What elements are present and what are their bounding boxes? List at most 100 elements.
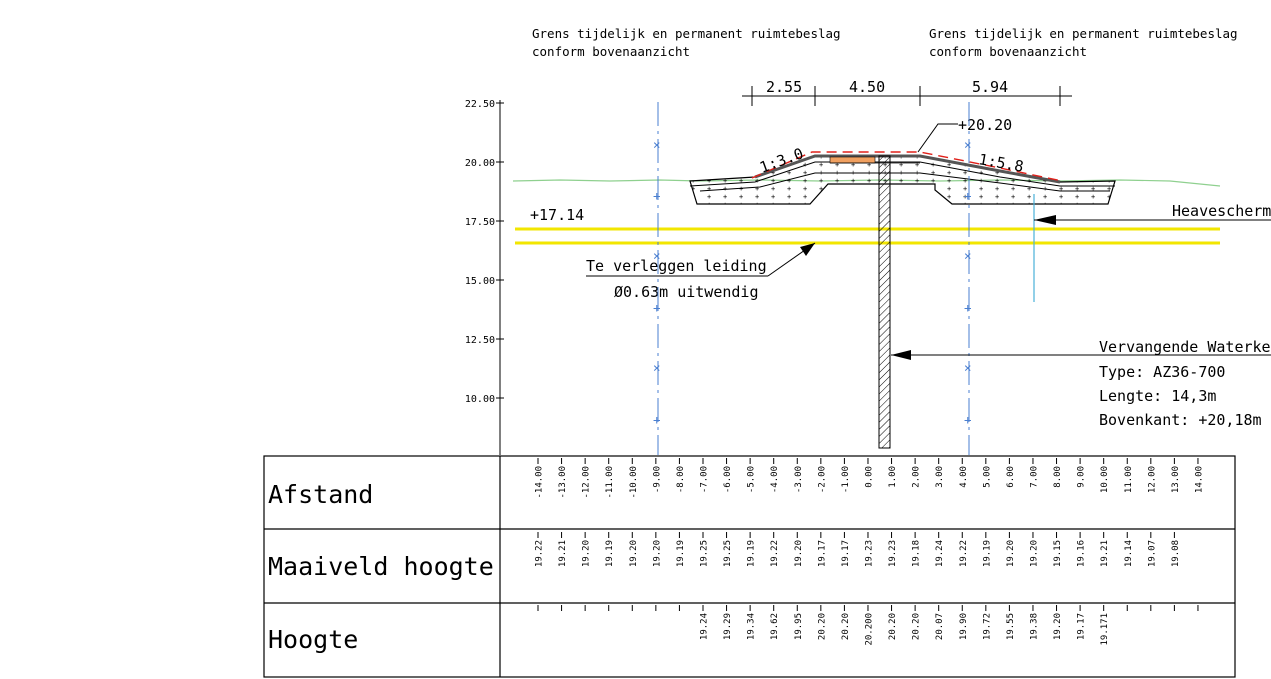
maaiveld-value: 19.19 — [747, 540, 757, 567]
afstand-value: 12.00 — [1147, 466, 1157, 493]
row-header-afstand: Afstand — [268, 480, 373, 509]
row-header-maaiveld: Maaiveld hoogte — [268, 552, 494, 581]
afstand-value: 9.00 — [1077, 466, 1087, 488]
hoogte-value: 19.55 — [1006, 613, 1016, 640]
svg-text:+: + — [653, 300, 661, 315]
svg-text:×: × — [653, 137, 661, 152]
maaiveld-value: 19.23 — [864, 540, 874, 567]
dimension-line: 2.55 4.50 5.94 — [742, 78, 1072, 106]
afstand-value: -10.00 — [629, 466, 639, 499]
row-header-hoogte: Hoogte — [268, 625, 358, 654]
afstand-value: -12.00 — [582, 466, 592, 499]
afstand-value: -8.00 — [676, 466, 686, 493]
pipe-note: Te verleggen leiding Ø0.63m uitwendig — [586, 242, 816, 301]
maaiveld-value: 19.22 — [959, 540, 969, 567]
maaiveld-value: 19.20 — [794, 540, 804, 567]
hoogte-value: 20.200 — [864, 613, 874, 646]
svg-text:+: + — [653, 412, 661, 427]
hoogte-value: 19.72 — [982, 613, 992, 640]
road-surface — [829, 156, 876, 164]
maaiveld-value: 19.18 — [912, 540, 922, 567]
svg-text:×: × — [964, 248, 972, 263]
sheetpile-length: Lengte: 14,3m — [1099, 387, 1216, 405]
svg-text:×: × — [964, 137, 972, 152]
maaiveld-value: 19.21 — [558, 540, 568, 567]
hoogte-value: 19.62 — [770, 613, 780, 640]
afstand-value: -3.00 — [794, 466, 804, 493]
afstand-value: -9.00 — [652, 466, 662, 493]
afstand-value: -2.00 — [817, 466, 827, 493]
maaiveld-value: 19.25 — [699, 540, 709, 567]
svg-text:+: + — [964, 412, 972, 427]
maaiveld-value: 19.25 — [723, 540, 733, 567]
afstand-value: -14.00 — [535, 466, 545, 499]
hoogte-value: 19.171 — [1100, 613, 1110, 646]
svg-text:+: + — [964, 188, 972, 203]
afstand-value: 14.00 — [1194, 466, 1204, 493]
note-right-line2: conform bovenaanzicht — [929, 44, 1087, 59]
maaiveld-value: 19.23 — [888, 540, 898, 567]
pipe-note-line2: Ø0.63m uitwendig — [614, 283, 759, 301]
y-tick-label: 22.50 — [465, 99, 495, 110]
maaiveld-value: 19.16 — [1077, 540, 1087, 567]
sheetpile-note: Vervangende Waterkering Type: AZ36-700 L… — [891, 338, 1271, 429]
crest-level-leader: +20.20 — [917, 116, 1012, 153]
afstand-value: 3.00 — [935, 466, 945, 488]
hoogte-value: 19.17 — [1077, 613, 1087, 640]
maaiveld-value: 19.19 — [676, 540, 686, 567]
maaiveld-value: 19.15 — [1053, 540, 1063, 567]
svg-text:+: + — [653, 188, 661, 203]
y-tick-label: 10.00 — [465, 394, 495, 405]
afstand-value: -11.00 — [605, 466, 615, 499]
maaiveld-value: 19.21 — [1100, 540, 1110, 567]
boundary-line-right: × + × + × + — [964, 102, 972, 455]
maaiveld-value: 19.14 — [1124, 540, 1134, 567]
note-left-line1: Grens tijdelijk en permanent ruimtebesla… — [532, 26, 841, 41]
hoogte-value: 19.95 — [794, 613, 804, 640]
hoogte-value: 19.20 — [1053, 613, 1063, 640]
sheetpile-title: Vervangende Waterkering — [1099, 338, 1271, 356]
afstand-value: 5.00 — [982, 466, 992, 488]
maaiveld-value: 19.20 — [652, 540, 662, 567]
dimension-3: 5.94 — [972, 78, 1008, 96]
hoogte-value: 19.34 — [747, 613, 757, 640]
afstand-value: 4.00 — [959, 466, 969, 488]
maaiveld-value: 19.22 — [535, 540, 545, 567]
dike-body — [689, 154, 1116, 205]
maaiveld-value: 19.20 — [582, 540, 592, 567]
maaiveld-value: 19.19 — [982, 540, 992, 567]
afstand-value: 0.00 — [864, 466, 874, 488]
maaiveld-value: 19.22 — [770, 540, 780, 567]
maaiveld-value: 19.24 — [935, 540, 945, 567]
maaiveld-value: 19.19 — [605, 540, 615, 567]
profile-table: Afstand Maaiveld hoogte Hoogte -14.00 -13… — [263, 455, 1236, 678]
afstand-value: 11.00 — [1124, 466, 1134, 493]
svg-text:×: × — [653, 248, 661, 263]
crest-level: +20.20 — [958, 116, 1012, 134]
svg-text:+: + — [964, 300, 972, 315]
hoogte-value: 20.20 — [912, 613, 922, 640]
maaiveld-value: 19.17 — [817, 540, 827, 567]
afstand-value: 2.00 — [912, 466, 922, 488]
afstand-value: 1.00 — [888, 466, 898, 488]
sheetpile-type: Type: AZ36-700 — [1099, 363, 1225, 381]
afstand-value: -4.00 — [770, 466, 780, 493]
maaiveld-value: 19.20 — [1029, 540, 1039, 567]
design-profile — [751, 151, 1063, 182]
maaiveld-value: 19.20 — [629, 540, 639, 567]
hoogte-value: 19.24 — [699, 613, 709, 640]
maaiveld-value: 19.08 — [1171, 540, 1181, 567]
heavescherm-label: Heavescherm — [1172, 202, 1271, 220]
y-tick-label: 15.00 — [465, 276, 495, 287]
water-level-label: +17.14 — [530, 206, 584, 224]
y-axis: 22.50 20.00 17.50 15.00 12.50 10.00 — [465, 99, 504, 455]
pipe-note-line1: Te verleggen leiding — [586, 257, 767, 275]
hoogte-value: 20.07 — [935, 613, 945, 640]
svg-text:×: × — [653, 360, 661, 375]
boundary-line-left: × + × + × + — [653, 102, 661, 455]
maaiveld-value: 19.20 — [1006, 540, 1016, 567]
y-tick-label: 12.50 — [465, 335, 495, 346]
sheetpile-top: Bovenkant: +20,18m — [1099, 411, 1262, 429]
afstand-value: 13.00 — [1171, 466, 1181, 493]
